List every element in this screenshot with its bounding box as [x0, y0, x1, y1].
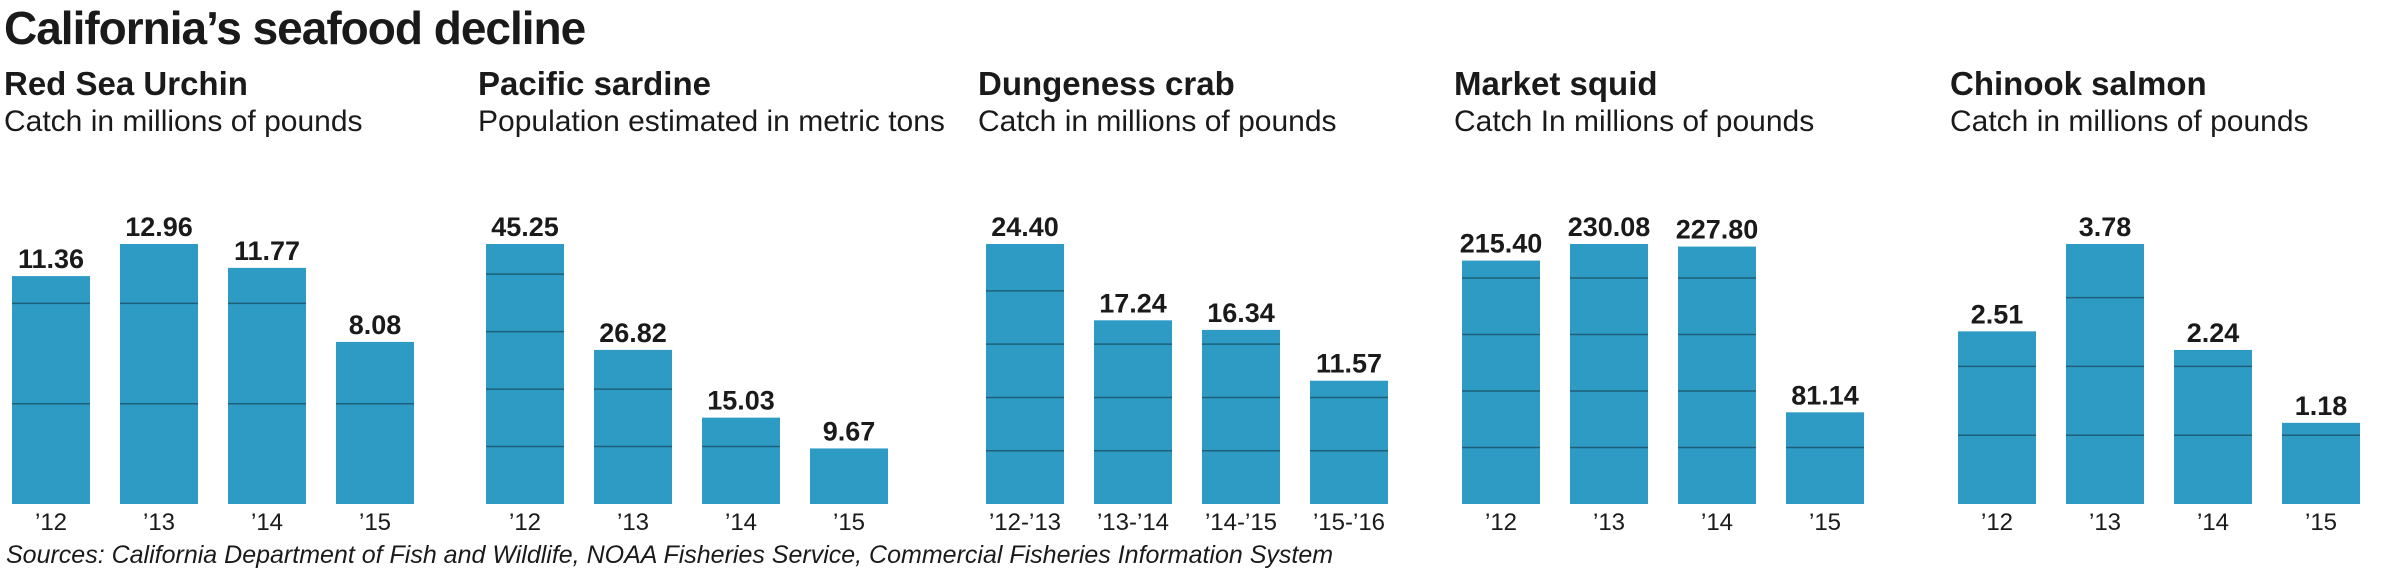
data-label: 15.03	[707, 386, 775, 416]
chart-panel-chinook-salmon: Chinook salmon Catch in millions of poun…	[1950, 64, 2375, 536]
x-tick-label: ’14	[1701, 509, 1733, 536]
bar	[2174, 349, 2252, 504]
data-label: 26.82	[599, 318, 667, 348]
chart-subtitle: Catch In millions of pounds	[1454, 105, 1815, 138]
x-tick-label: ’15	[2305, 509, 2337, 536]
x-tick-label: ’13-’14	[1097, 509, 1169, 536]
bar	[810, 448, 888, 504]
data-label: 8.08	[349, 310, 402, 340]
source-note: Sources: California Department of Fish a…	[6, 541, 1334, 569]
chart-panel-red-sea-urchin: Red Sea Urchin Catch in millions of poun…	[4, 64, 464, 536]
x-tick-label: ’15-’16	[1313, 509, 1385, 536]
bar-chart-red-sea-urchin: 11.36 ’12 12.96 ’13 11.77 ’14 8.08 ’15	[12, 212, 414, 536]
x-tick-label: ’12	[1981, 509, 2013, 536]
chart-subtitle: Catch in millions of pounds	[4, 105, 363, 138]
data-label: 9.67	[823, 416, 876, 446]
data-label: 45.25	[491, 212, 559, 242]
chart-title: Dungeness crab	[978, 65, 1235, 102]
bar	[1094, 320, 1172, 504]
x-tick-label: ’13	[1593, 509, 1625, 536]
bar	[1462, 260, 1540, 504]
bar	[486, 244, 564, 504]
data-label: 11.36	[18, 244, 84, 274]
x-tick-label: ’15	[833, 509, 865, 536]
x-tick-label: ’14-’15	[1205, 509, 1277, 536]
bar	[12, 276, 90, 504]
bar	[228, 267, 306, 504]
x-tick-label: ’12	[509, 509, 541, 536]
chart-title: Market squid	[1454, 65, 1658, 102]
bar-chart-chinook-salmon: 2.51 ’12 3.78 ’13 2.24 ’14 1.18 ’15	[1958, 212, 2360, 536]
data-label: 11.57	[1316, 349, 1382, 379]
bar-chart-pacific-sardine: 45.25 ’12 26.82 ’13 15.03 ’14 9.67 ’15	[486, 212, 888, 536]
chart-panel-market-squid: Market squid Catch In millions of pounds…	[1454, 64, 1914, 536]
x-tick-label: ’13	[143, 509, 175, 536]
bar	[1786, 412, 1864, 504]
data-label: 17.24	[1099, 288, 1167, 318]
bar-chart-market-squid: 215.40 ’12 230.08 ’13 227.80 ’14 81.14 ’15	[1460, 212, 1864, 536]
x-tick-label: ’12-’13	[989, 509, 1061, 536]
data-label: 215.40	[1460, 229, 1543, 259]
data-label: 3.78	[2079, 212, 2132, 242]
bar	[702, 417, 780, 504]
bar	[986, 244, 1064, 504]
data-label: 11.77	[234, 236, 300, 266]
x-tick-label: ’13	[617, 509, 649, 536]
data-label: 12.96	[125, 212, 193, 242]
bar	[336, 341, 414, 504]
x-tick-label: ’12	[35, 509, 67, 536]
bar	[1570, 244, 1648, 504]
page-title: California’s seafood decline	[4, 2, 586, 54]
x-tick-label: ’15	[359, 509, 391, 536]
data-label: 227.80	[1676, 215, 1759, 245]
bar	[2066, 244, 2144, 504]
data-label: 16.34	[1207, 298, 1275, 328]
chart-subtitle: Catch in millions of pounds	[978, 105, 1337, 138]
data-label: 1.18	[2295, 391, 2348, 421]
x-tick-label: ’12	[1485, 509, 1517, 536]
chart-title: Pacific sardine	[478, 65, 711, 102]
data-label: 2.24	[2187, 318, 2240, 348]
chart-title: Red Sea Urchin	[4, 65, 248, 102]
chart-subtitle: Population estimated in metric tons	[478, 105, 945, 138]
data-label: 230.08	[1568, 212, 1651, 242]
bar	[1678, 246, 1756, 505]
data-label: 24.40	[991, 212, 1059, 242]
bar	[1958, 331, 2036, 504]
chart-panel-pacific-sardine: Pacific sardine Population estimated in …	[478, 64, 945, 536]
x-tick-label: ’14	[725, 509, 757, 536]
x-tick-label: ’15	[1809, 509, 1841, 536]
x-tick-label: ’13	[2089, 509, 2121, 536]
bar	[594, 349, 672, 504]
data-label: 81.14	[1791, 380, 1859, 410]
data-label: 2.51	[1971, 299, 2024, 329]
bar	[1310, 380, 1388, 504]
chart-subtitle: Catch in millions of pounds	[1950, 105, 2309, 138]
x-tick-label: ’14	[251, 509, 283, 536]
chart-title: Chinook salmon	[1950, 65, 2207, 102]
chart-panel-dungeness-crab: Dungeness crab Catch in millions of poun…	[978, 64, 1438, 536]
bar	[2282, 422, 2360, 504]
bar	[120, 244, 198, 504]
x-tick-label: ’14	[2197, 509, 2229, 536]
bar	[1202, 329, 1280, 504]
bar-chart-dungeness-crab: 24.40 ’12-’13 17.24 ’13-’14 16.34 ’14-’15 11.5…	[986, 212, 1388, 536]
